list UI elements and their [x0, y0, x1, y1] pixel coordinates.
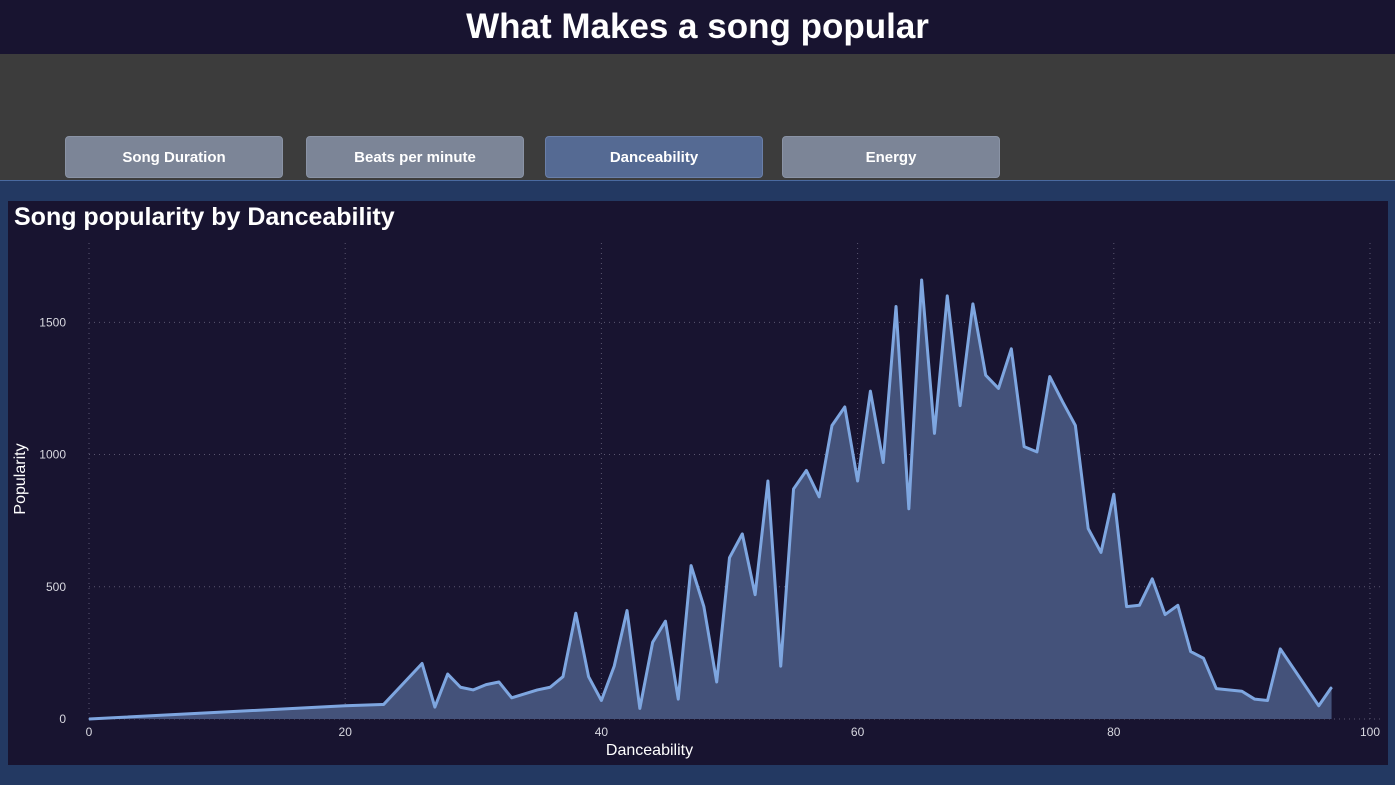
data-point [1023, 446, 1025, 448]
data-point [716, 681, 718, 683]
data-point [485, 684, 487, 686]
data-point [895, 305, 897, 308]
x-tick-label: 80 [1107, 725, 1121, 739]
data-point [818, 496, 820, 498]
data-point [767, 480, 769, 482]
data-point [1036, 451, 1038, 453]
y-tick-label: 1500 [39, 315, 66, 329]
tab-beats-per-minute[interactable]: Beats per minute [306, 136, 524, 178]
series-area-fill [89, 280, 1332, 719]
y-tick-label: 0 [59, 712, 66, 726]
data-point [562, 676, 564, 678]
data-point [498, 681, 500, 683]
data-point [1010, 348, 1012, 350]
data-point [1202, 657, 1205, 659]
tab-song-duration[interactable]: Song Duration [65, 136, 283, 178]
data-point [844, 406, 846, 408]
data-point [1215, 687, 1217, 690]
data-point [1074, 424, 1076, 427]
data-point [626, 609, 628, 612]
data-point [946, 295, 948, 297]
data-point [780, 665, 782, 667]
data-point [1318, 705, 1320, 707]
data-point [1241, 690, 1243, 692]
y-tick-label: 500 [46, 580, 66, 594]
x-tick-label: 60 [851, 725, 865, 739]
y-tick-label: 1000 [39, 448, 66, 462]
data-point [447, 673, 449, 675]
data-point [792, 488, 795, 490]
data-point [536, 689, 538, 691]
x-tick-label: 20 [339, 725, 353, 739]
y-axis-label: Popularity [12, 443, 29, 514]
data-point [652, 641, 654, 643]
x-tick-label: 40 [595, 725, 609, 739]
data-point [587, 676, 590, 678]
data-point [1100, 551, 1102, 553]
data-point [600, 699, 603, 702]
data-point [1254, 698, 1256, 700]
data-point [728, 557, 731, 559]
data-point [1279, 648, 1281, 650]
data-point [921, 279, 923, 281]
data-point [690, 565, 692, 567]
x-tick-label: 100 [1360, 725, 1380, 739]
popularity-chart: 0 20 40 60 80 100050010001500DanceabilityPopu… [12, 243, 1380, 759]
data-point [1330, 686, 1333, 688]
tab-danceability[interactable]: Danceability [545, 136, 763, 178]
data-point [459, 686, 462, 688]
x-axis-label: Danceability [606, 742, 693, 759]
data-point [831, 424, 833, 427]
data-point [1266, 699, 1269, 702]
data-point [1113, 493, 1115, 495]
data-point [741, 533, 743, 535]
tab-bar: Song Duration Beats per minute Danceabil… [0, 54, 1395, 180]
data-point [959, 405, 961, 407]
data-point [664, 620, 667, 622]
data-point [908, 508, 910, 510]
chart-title: Song popularity by Danceability [14, 203, 395, 231]
axis-layer: 0 20 40 60 80 100050010001500DanceabilityPopu… [12, 315, 1380, 759]
data-point [88, 718, 90, 720]
data-point [1049, 375, 1051, 378]
data-point [1164, 613, 1166, 616]
data-point [972, 303, 974, 305]
series-layer [88, 278, 1333, 721]
data-point [882, 461, 884, 464]
tab-energy[interactable]: Energy [782, 136, 1000, 178]
data-point [1190, 650, 1192, 653]
data-point [472, 689, 474, 691]
data-point [1061, 401, 1064, 403]
data-point [434, 706, 436, 708]
data-point [703, 606, 705, 608]
data-point [997, 387, 1000, 390]
data-point [933, 432, 936, 434]
x-tick-label: 0 [86, 725, 93, 739]
data-point [869, 390, 872, 392]
data-point [421, 662, 423, 665]
data-point [1126, 606, 1128, 608]
data-point [549, 686, 551, 688]
data-point [857, 480, 859, 482]
data-point [985, 374, 987, 376]
data-point [639, 707, 641, 710]
data-point [575, 612, 577, 614]
data-point [805, 469, 807, 472]
data-point [344, 705, 346, 707]
data-point [511, 697, 513, 699]
data-point [1177, 604, 1179, 606]
app-header: What Makes a song popular [0, 0, 1395, 54]
data-point [677, 698, 679, 700]
data-point [1151, 578, 1153, 580]
data-point [383, 703, 385, 706]
data-point [1138, 604, 1141, 606]
data-point [754, 594, 756, 596]
data-point [1087, 528, 1089, 530]
chart-container: Song popularity by Danceability 0 20 40 60 8… [8, 201, 1388, 765]
data-point [613, 665, 615, 667]
page-title: What Makes a song popular [466, 7, 929, 46]
chart-panel: Song popularity by Danceability 0 20 40 60 8… [0, 180, 1395, 785]
